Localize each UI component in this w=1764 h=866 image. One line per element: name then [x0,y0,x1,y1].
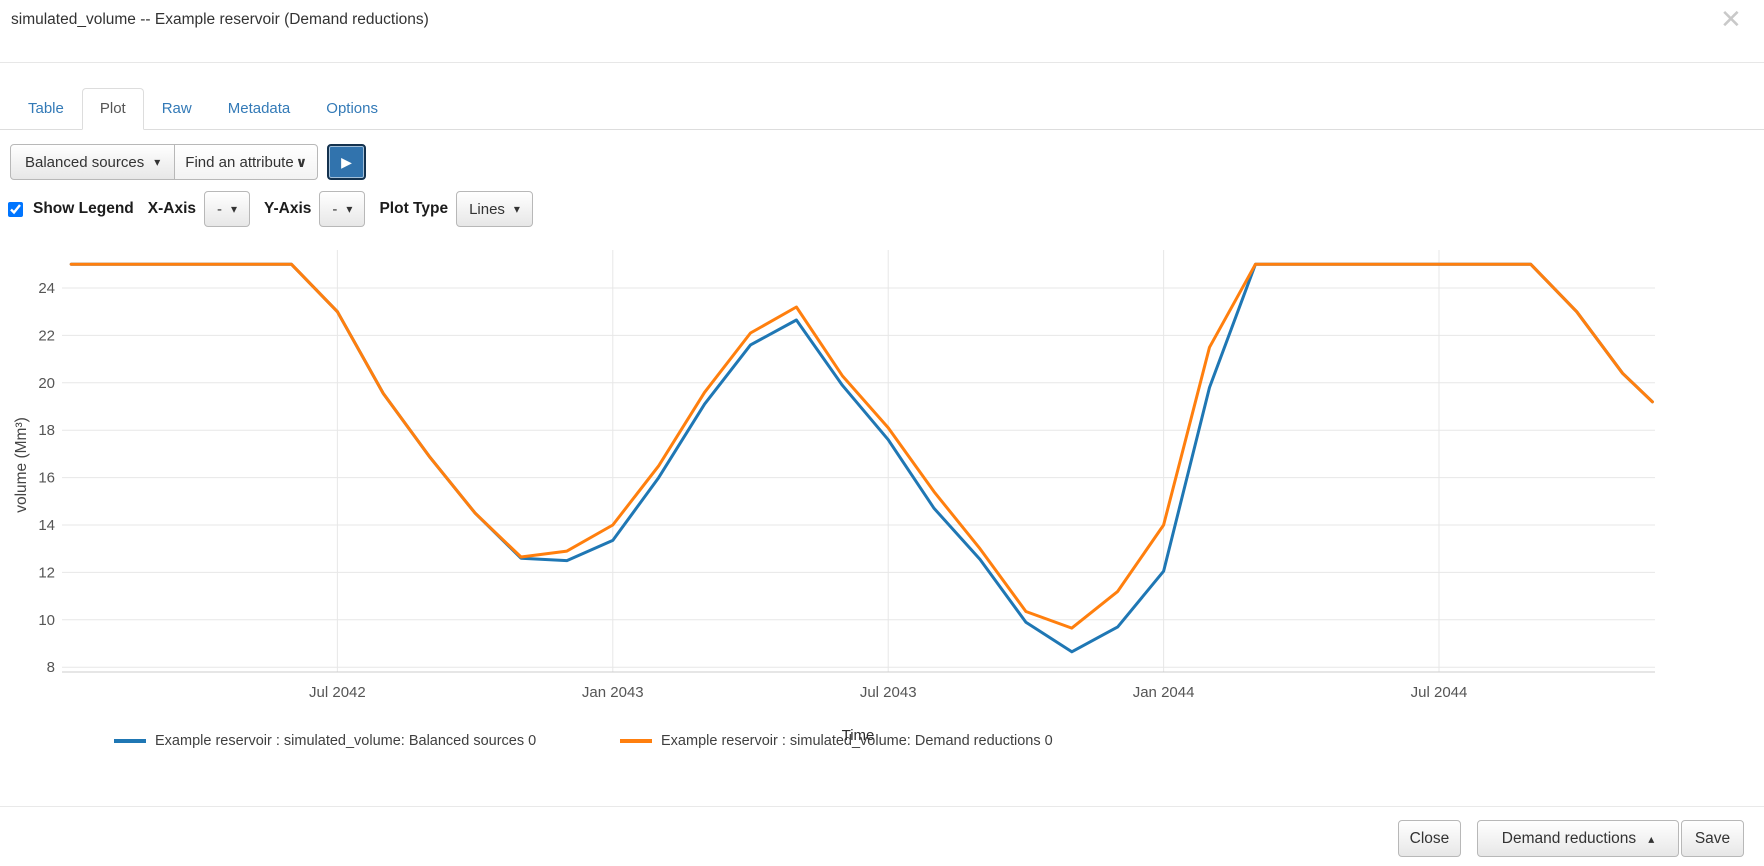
legend-label: Example reservoir : simulated_volume: Ba… [155,733,537,749]
svg-text:Jan 2044: Jan 2044 [1133,684,1195,701]
scenario-select-button[interactable]: Demand reductions ▴ [1477,820,1679,857]
close-button-label: Close [1409,829,1450,847]
x-axis-dropdown-value: - [217,200,222,218]
svg-text:14: 14 [38,517,55,534]
tab-raw[interactable]: Raw [161,100,192,117]
legend-swatch-blue [114,739,146,743]
scenario-dropdown[interactable]: Balanced sources ▾ [10,144,176,180]
plot-type-label: Plot Type [379,200,449,217]
tab-metadata[interactable]: Metadata [227,100,291,117]
save-button-label: Save [1694,829,1731,847]
chevron-down-icon: ∨ [295,153,308,170]
caret-down-icon: ▾ [154,155,161,169]
svg-text:Jul 2043: Jul 2043 [860,684,917,701]
close-button[interactable]: Close [1398,820,1461,857]
legend-item-balanced-sources: Example reservoir : simulated_volume: Ba… [114,731,536,751]
tab-plot[interactable]: Plot [81,88,144,130]
svg-text:volume (Mm³): volume (Mm³) [13,417,30,513]
legend-swatch-orange [620,739,652,743]
svg-text:12: 12 [38,564,55,581]
svg-text:18: 18 [38,422,55,439]
plot-type-dropdown[interactable]: Lines ▾ [456,191,533,227]
svg-text:Jul 2044: Jul 2044 [1411,684,1468,701]
plot-type-dropdown-value: Lines [469,200,505,218]
scenario-dropdown-label: Balanced sources [25,153,145,171]
line-chart: 8 10 12 14 16 18 20 22 24 Jul 2042 Jan 2043 Jul 204… [0,230,1764,760]
attribute-dropdown-label: Find an attribute [185,153,294,171]
title-divider [0,62,1764,63]
svg-text:24: 24 [38,280,55,297]
show-legend-label: Show Legend [33,200,134,217]
show-legend-checkbox[interactable] [8,201,23,217]
scenario-select-label: Demand reductions [1501,829,1637,847]
legend-label: Example reservoir : simulated_volume: De… [661,733,1053,749]
save-button[interactable]: Save [1681,820,1744,857]
plot-controls: Show Legend X-Axis - ▾ Y-Axis - ▾ Plot T… [8,191,533,227]
svg-text:Jan 2043: Jan 2043 [582,684,644,701]
legend-item-demand-reductions: Example reservoir : simulated_volume: De… [620,731,1053,751]
x-axis-label: X-Axis [147,200,196,217]
close-icon[interactable]: ✕ [1720,4,1742,34]
chart-canvas: 8 10 12 14 16 18 20 22 24 Jul 2042 Jan 2043 Jul 204… [13,250,1655,701]
tab-options[interactable]: Options [326,100,378,117]
y-axis-dropdown[interactable]: - ▾ [319,191,366,227]
svg-text:16: 16 [38,470,55,487]
footer-divider [0,806,1764,807]
svg-text:Jul 2042: Jul 2042 [309,684,366,701]
caret-down-icon: ▾ [513,202,520,216]
svg-text:10: 10 [38,612,55,629]
x-axis-title: Time [841,727,875,744]
y-axis-dropdown-value: - [332,200,338,218]
tab-table[interactable]: Table [28,100,64,117]
dialog-title: simulated_volume -- Example reservoir (D… [11,11,429,28]
toolbar: Balanced sources ▾ Find an attribute ∨ ▶ [10,144,367,180]
tab-bar: Table Plot Raw Metadata Options [0,88,1764,130]
svg-text:8: 8 [47,659,55,676]
run-button[interactable]: ▶ [327,144,367,180]
y-axis-label: Y-Axis [264,200,312,217]
play-icon: ▶ [341,153,352,170]
caret-down-icon: ▾ [231,202,238,216]
caret-up-icon: ▴ [1648,831,1655,846]
x-axis-dropdown[interactable]: - ▾ [204,191,251,227]
svg-text:22: 22 [38,327,55,344]
caret-down-icon: ▾ [346,202,353,216]
attribute-dropdown[interactable]: Find an attribute ∨ [174,144,319,180]
svg-text:20: 20 [38,375,55,392]
